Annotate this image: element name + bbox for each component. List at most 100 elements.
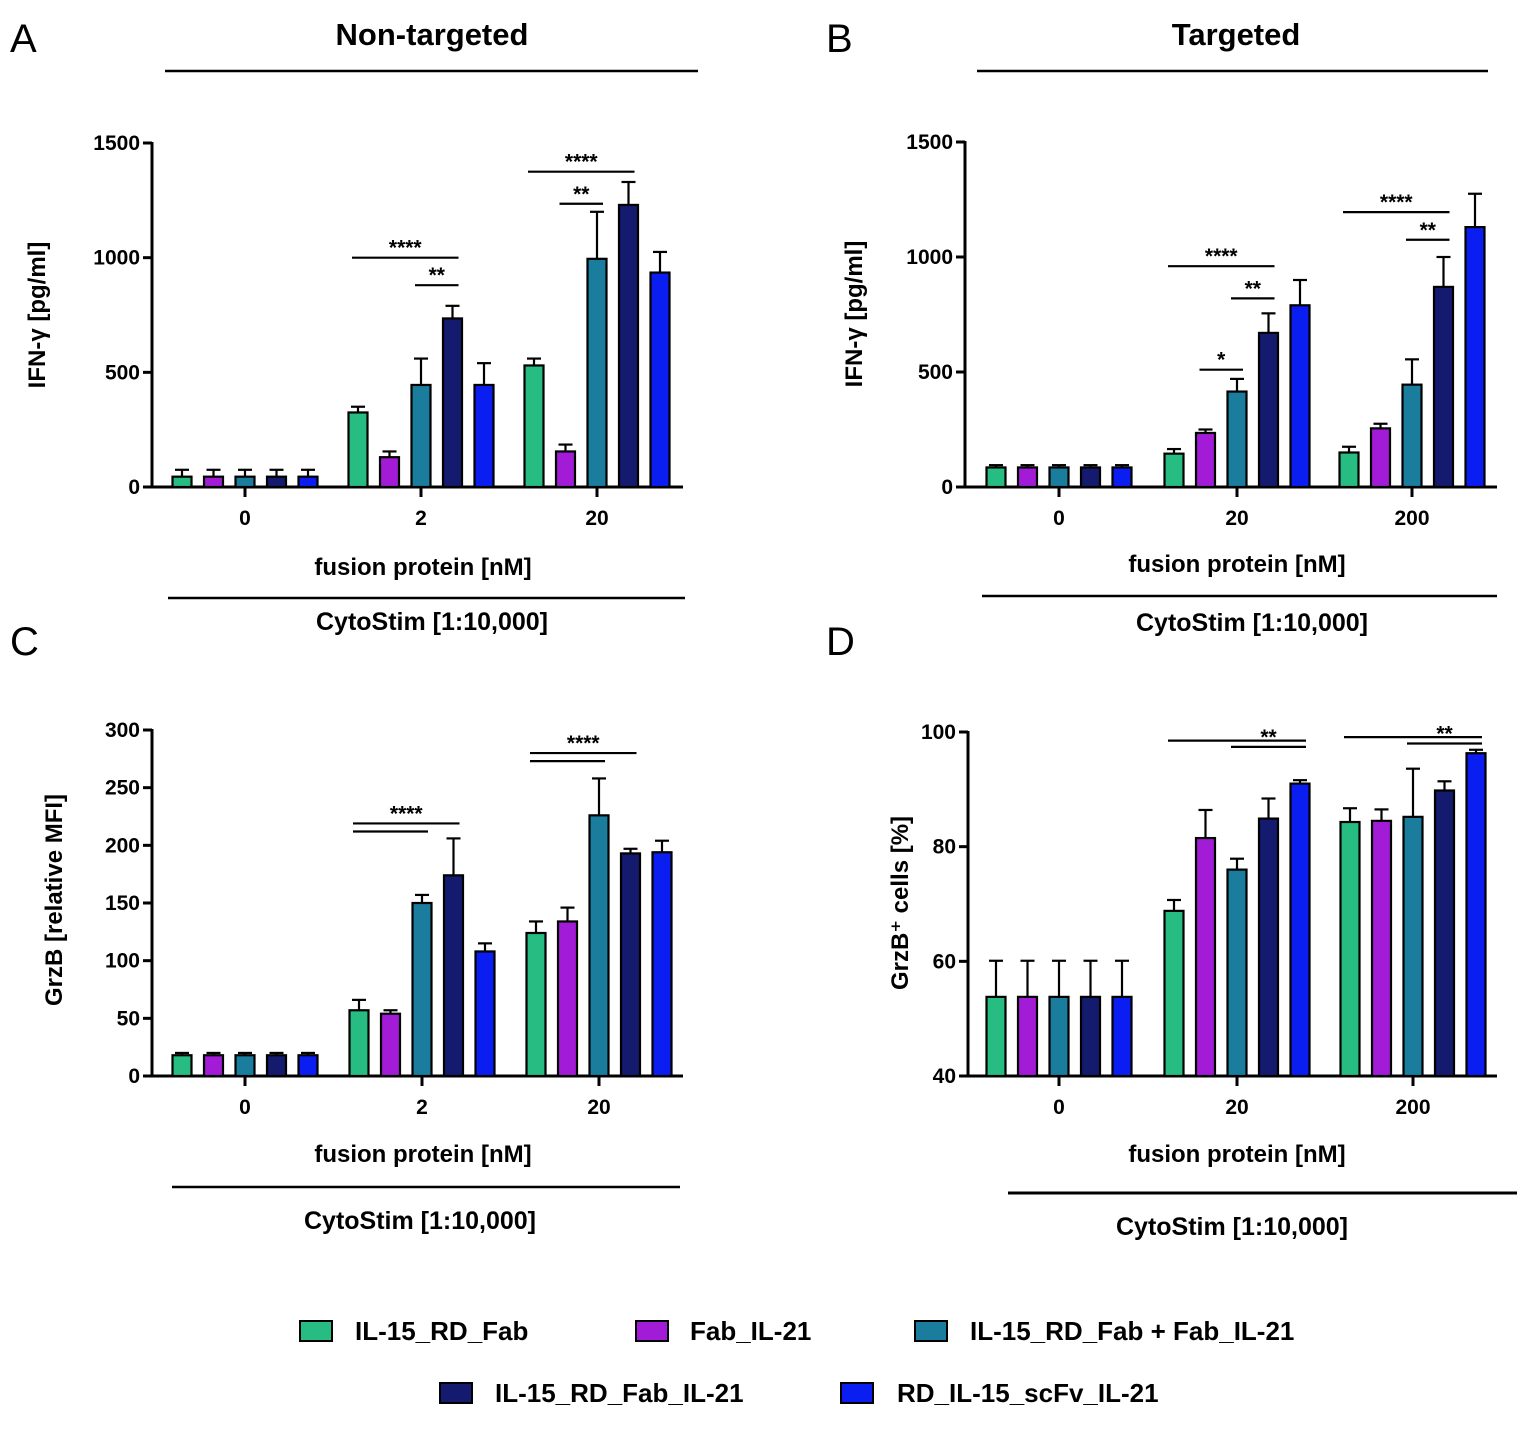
bar <box>1194 431 1217 489</box>
y-tick-label: 500 <box>918 361 953 384</box>
bar <box>1257 817 1280 1078</box>
bar <box>985 466 1007 489</box>
y-tick-label: 200 <box>105 834 140 857</box>
legend-item: IL-15_RD_Fab_IL-21 <box>439 1378 744 1408</box>
panel-letter-c: C <box>10 620 39 664</box>
panel-c-stim-label: CytoStim [1:10,000] <box>304 1207 536 1235</box>
significance-label: ** <box>573 183 590 206</box>
bar <box>234 1054 256 1078</box>
significance-label: ** <box>429 264 446 287</box>
x-tick-label: 200 <box>1395 1096 1430 1119</box>
bar <box>1433 789 1456 1078</box>
panel-d-xlabel: fusion protein [nM] <box>1128 1141 1345 1168</box>
bar <box>297 1054 319 1078</box>
bar <box>347 411 369 489</box>
bar <box>556 920 579 1078</box>
bar <box>1226 868 1248 1078</box>
bar <box>1401 383 1423 489</box>
bar <box>1226 390 1248 489</box>
legend-swatch <box>439 1382 473 1404</box>
panel-a-xlabel: fusion protein [nM] <box>314 554 531 581</box>
y-tick-label: 1500 <box>906 131 953 154</box>
bar <box>202 1054 225 1078</box>
y-tick-label: 0 <box>128 476 140 499</box>
bar <box>234 475 256 489</box>
panel-b-xlabel: fusion protein [nM] <box>1128 551 1345 578</box>
panel-letter-d: D <box>826 620 855 664</box>
legend-item: Fab_IL-21 <box>635 1316 811 1346</box>
bar <box>1257 331 1280 489</box>
bar <box>1016 995 1039 1078</box>
y-tick-label: 1000 <box>93 247 140 270</box>
legend-label: IL-15_RD_Fab <box>355 1316 528 1346</box>
y-tick-label: 80 <box>933 836 956 859</box>
legend-label: Fab_IL-21 <box>690 1316 811 1346</box>
panel-a-title: Non-targeted <box>336 17 529 52</box>
bar <box>554 450 577 489</box>
bar <box>348 1009 370 1078</box>
bar <box>442 874 465 1078</box>
y-tick-label: 1500 <box>93 132 140 155</box>
x-tick-label: 2 <box>416 1096 428 1119</box>
significance-label: **** <box>390 802 424 825</box>
bar <box>1163 909 1185 1078</box>
bar <box>649 271 671 489</box>
y-tick-label: 0 <box>941 476 953 499</box>
bar <box>297 475 319 489</box>
bar <box>525 931 547 1078</box>
x-tick-label: 2 <box>415 507 427 530</box>
bar <box>1289 304 1311 489</box>
significance-label: **** <box>1205 245 1239 268</box>
bar <box>1048 466 1070 489</box>
bar <box>171 475 193 489</box>
bar <box>1339 820 1361 1078</box>
y-tick-label: 1000 <box>906 246 953 269</box>
legend-swatch <box>914 1320 948 1342</box>
bar <box>1016 466 1039 489</box>
bar <box>265 475 288 489</box>
bar <box>1048 995 1070 1078</box>
y-tick-label: 100 <box>105 950 140 973</box>
y-tick-label: 60 <box>933 950 956 973</box>
y-tick-label: 100 <box>921 721 956 744</box>
legend-swatch <box>299 1320 333 1342</box>
bar <box>265 1054 288 1078</box>
bar <box>1465 752 1487 1078</box>
x-tick-label: 20 <box>1225 507 1248 530</box>
y-tick-label: 0 <box>128 1065 140 1088</box>
significance-label: ** <box>1420 219 1437 242</box>
panel-b-stim-label: CytoStim [1:10,000] <box>1136 609 1368 637</box>
x-tick-label: 20 <box>585 507 608 530</box>
panel-c-ylabel: GrzB [relative MFI] <box>41 794 68 1006</box>
x-tick-label: 0 <box>1053 1096 1065 1119</box>
significance-label: **** <box>565 151 599 174</box>
bar <box>619 852 642 1078</box>
bar <box>1370 819 1393 1078</box>
panel-a-ylabel: IFN-γ [pg/ml] <box>24 242 51 389</box>
y-tick-label: 150 <box>105 892 140 915</box>
panel-d-plot: 40 60 80 100 0 20 200 ** ** <box>921 721 1497 1119</box>
x-tick-label: 0 <box>239 1096 251 1119</box>
y-tick-label: 50 <box>117 1007 140 1030</box>
bar <box>1079 995 1102 1078</box>
bar <box>1464 226 1486 489</box>
panel-b-ylabel: IFN-γ [pg/ml] <box>841 241 868 388</box>
legend-item: IL-15_RD_Fab + Fab_IL-21 <box>914 1316 1294 1346</box>
x-tick-label: 20 <box>1225 1096 1248 1119</box>
legend-label: IL-15_RD_Fab + Fab_IL-21 <box>970 1316 1294 1346</box>
bar <box>1432 285 1455 489</box>
significance-label: **** <box>567 732 601 755</box>
x-tick-label: 0 <box>1053 507 1065 530</box>
bar <box>410 383 432 489</box>
panel-a-stim-label: CytoStim [1:10,000] <box>316 608 548 636</box>
bar <box>1402 815 1424 1078</box>
panel-b-title: Targeted <box>1172 17 1301 52</box>
bar <box>379 1012 402 1078</box>
significance-label: * <box>1217 349 1226 372</box>
bar <box>1289 782 1311 1078</box>
bar <box>1111 995 1133 1078</box>
bar <box>1194 836 1217 1078</box>
bar <box>651 851 673 1078</box>
